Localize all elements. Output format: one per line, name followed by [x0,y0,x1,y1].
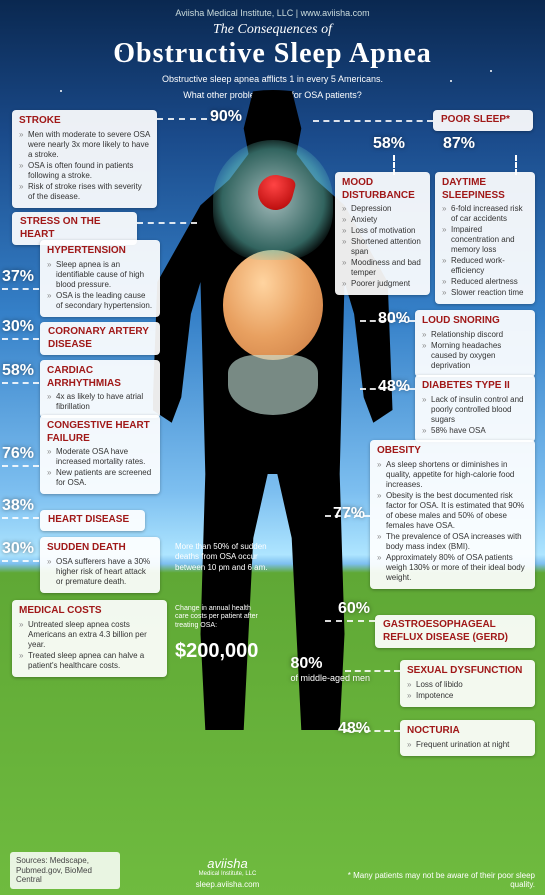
header-toplink: Aviisha Medical Institute, LLC | www.avi… [0,8,545,18]
box-sexual: Sexual Dysfunction Loss of libidoImpoten… [400,660,535,707]
pct-hd: 38% [2,497,34,515]
title-dia: Diabetes Type II [422,380,528,393]
title-hd: Heart Disease [48,514,137,527]
pct-gerd: 60% [338,600,370,618]
leader [2,288,39,290]
logo-name: aviisha [196,856,260,871]
box-arrhythmias: Cardiac Arrhythmias 4x as likely to have… [40,360,160,418]
pct-obe: 77% [333,505,365,523]
title-sd: Sudden Death [47,542,153,555]
leader [2,382,39,384]
title-gerd: Gastroesophageal Reflux Disease (GERD) [383,619,527,644]
leader [325,515,370,517]
leader [360,388,415,390]
pct-dia: 48% [378,378,410,396]
leader [345,670,400,672]
leader [360,320,415,322]
leader [2,338,39,340]
box-stroke: Stroke Men with moderate to severe OSA w… [12,110,157,208]
box-nocturia: Nocturia Frequent urination at night [400,720,535,756]
box-mood: Mood Disturbance Depression Anxiety Loss… [335,172,430,295]
center-cost-note: Change in annual health care costs per p… [175,605,265,630]
title-obe: Obesity [377,445,528,458]
title-mood: Mood Disturbance [342,177,423,202]
leader [157,118,207,120]
leader [345,730,400,732]
leader [313,120,433,122]
title-line2: Obstructive Sleep Apnea [0,38,545,70]
title-day: Daytime Sleepiness [442,177,528,202]
footer-note: * Many patients may not be aware of thei… [335,871,535,889]
pct-poor1: 58% [373,135,405,153]
box-poor-sleep: Poor Sleep* [433,110,533,131]
pct-cad: 30% [2,318,34,336]
leader [2,465,39,467]
title-noc: Nocturia [407,725,528,738]
list-stroke: Men with moderate to severe OSA were nea… [19,130,150,202]
box-obesity: Obesity As sleep shortens or diminishes … [370,440,535,589]
box-hd: Heart Disease [40,510,145,531]
title-chf: Congestive Heart Failure [47,420,153,445]
header: Aviisha Medical Institute, LLC | www.avi… [0,0,545,105]
pct-noc: 48% [338,720,370,738]
organs-illustration [203,140,343,415]
title-line1: The Consequences of [0,22,545,38]
leader [2,560,39,562]
box-snoring: Loud Snoring Relationship discordMorning… [415,310,535,377]
leader [137,222,197,224]
pct-chf: 76% [2,445,34,463]
leader [325,620,375,622]
box-diabetes: Diabetes Type II Lack of insulin control… [415,375,535,442]
box-gerd: Gastroesophageal Reflux Disease (GERD) [375,615,535,648]
title-hyper: Hypertension [47,245,153,258]
leader [2,517,39,519]
box-cad: Coronary Artery Disease [40,322,160,355]
box-hypertension: Hypertension Sleep apnea is an identifia… [40,240,160,317]
box-sudden: Sudden Death OSA sufferers have a 30% hi… [40,537,160,593]
pct-arr: 58% [2,362,34,380]
title-arr: Cardiac Arrhythmias [47,365,153,390]
title-mc: Medical Costs [19,605,160,618]
pct-snore: 80% [378,310,410,328]
logo-url: sleep.aviisha.com [196,880,260,889]
title-snore: Loud Snoring [422,315,528,328]
title-stroke: Stroke [19,115,150,128]
logo-sub: Medical Institute, LLC [196,871,260,877]
title-stress: Stress on the Heart [20,216,129,241]
pct-sd: 30% [2,540,34,558]
footer: Sources: Medscape, Pubmed.gov, BioMed Ce… [0,852,545,889]
title-cad: Coronary Artery Disease [48,326,152,351]
title-sex: Sexual Dysfunction [407,665,528,678]
title-poor: Poor Sleep* [441,114,525,127]
pct-hyper: 37% [2,268,34,286]
pct-sex: 80%of middle-aged men [290,655,370,683]
box-daytime: Daytime Sleepiness 6-fold increased risk… [435,172,535,304]
pct-poor2: 87% [443,135,475,153]
logo-block: aviisha Medical Institute, LLC sleep.avi… [196,856,260,889]
subtitle1: Obstructive sleep apnea afflicts 1 in ev… [0,74,545,86]
center-cost-val: $200,000 [175,640,258,663]
pct-stroke: 90% [210,108,242,126]
box-chf: Congestive Heart Failure Moderate OSA ha… [40,415,160,494]
center-sudden-note: More than 50% of sudden deaths from OSA … [175,542,270,573]
sources: Sources: Medscape, Pubmed.gov, BioMed Ce… [10,852,120,889]
box-medical-costs: Medical Costs Untreated sleep apnea cost… [12,600,167,677]
